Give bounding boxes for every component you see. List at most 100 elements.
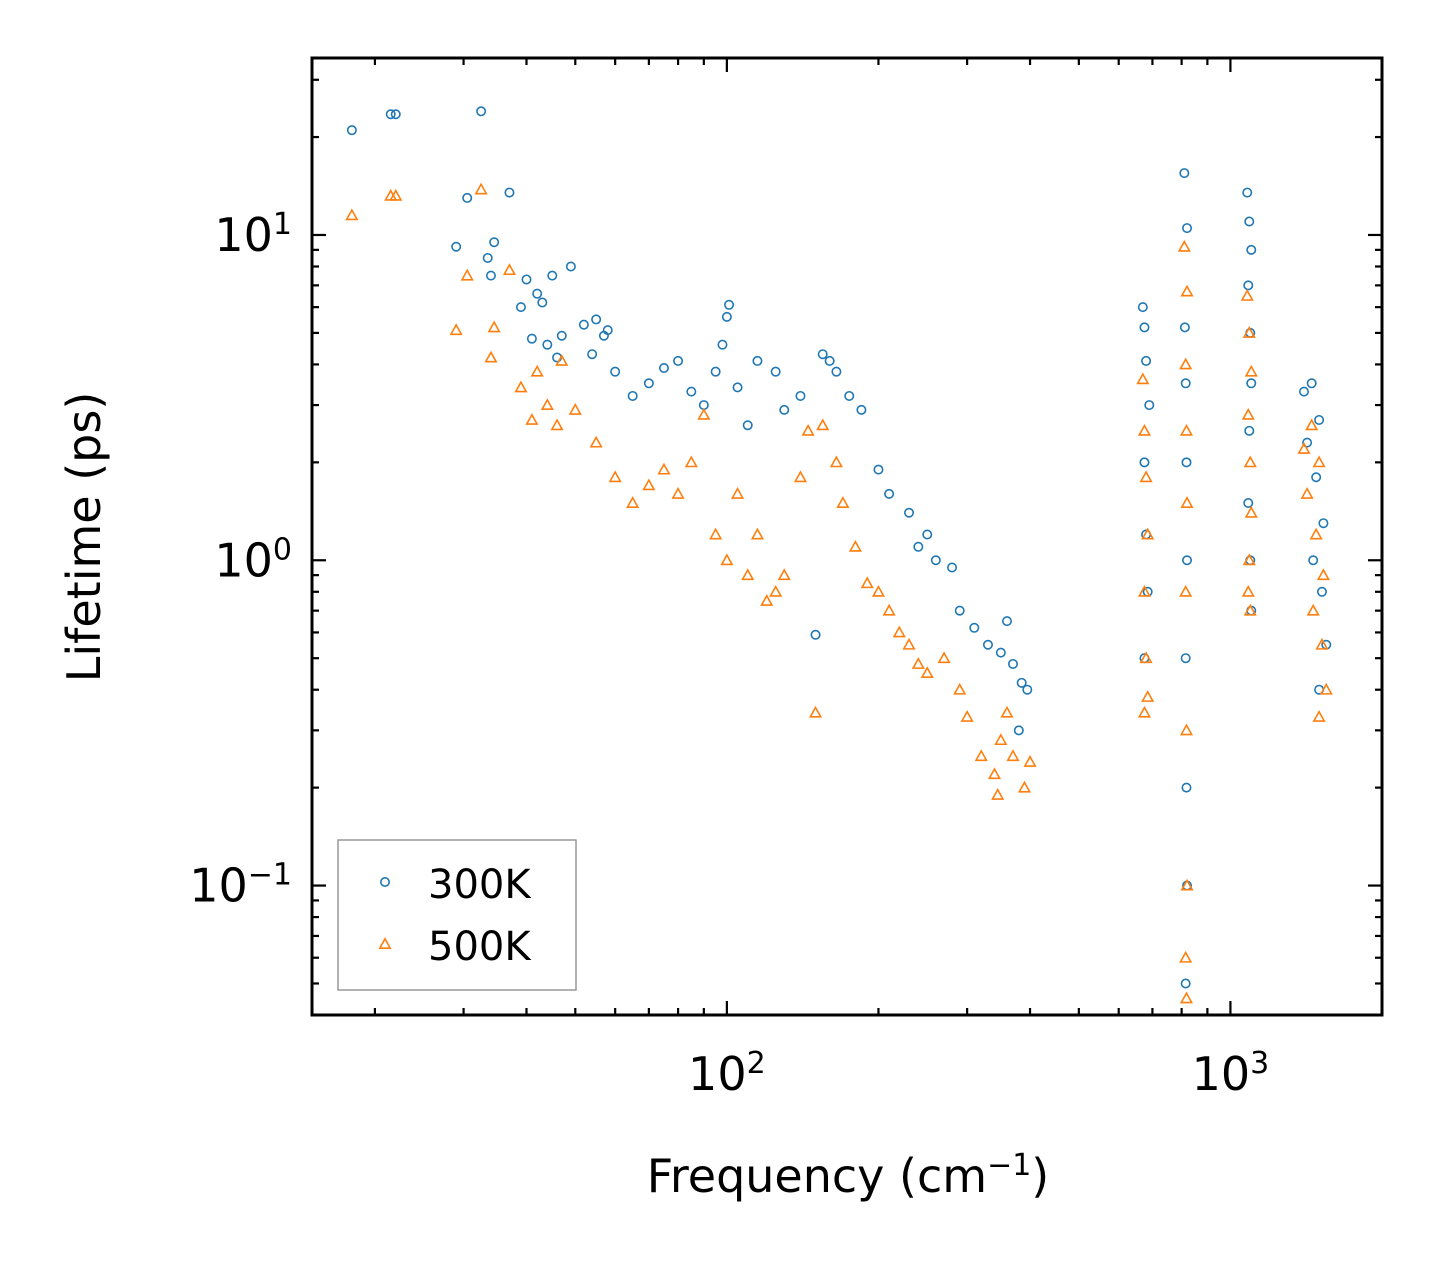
- series-300k-markers: [346, 106, 1332, 989]
- data-point-300k: [542, 339, 553, 350]
- data-point-300k: [779, 404, 790, 415]
- x-axis-label: Frequency (cm−1): [647, 1148, 1050, 1204]
- data-point-300k: [462, 192, 473, 203]
- data-point-300k: [482, 252, 493, 263]
- data-point-500k: [750, 527, 764, 540]
- data-point-300k: [930, 555, 941, 566]
- legend-marker-symbol-500k: [378, 937, 392, 949]
- data-point-500k: [860, 576, 874, 589]
- data-point-300k: [913, 541, 924, 552]
- data-point-500k: [1241, 584, 1255, 597]
- data-point-500k: [741, 568, 755, 581]
- axis-tick-labels: 102 103 10−1 100 101: [189, 206, 1269, 1101]
- data-point-300k: [1318, 518, 1329, 529]
- data-point-300k: [565, 261, 576, 272]
- data-point-300k: [1308, 555, 1319, 566]
- data-point-300k: [1180, 378, 1191, 389]
- y-tick-label: 100: [214, 532, 292, 588]
- data-point-300k: [831, 366, 842, 377]
- data-point-500k: [502, 263, 517, 276]
- data-point-300k: [752, 355, 763, 366]
- data-point-300k: [1139, 457, 1150, 468]
- data-point-300k: [346, 125, 357, 136]
- data-point-300k: [1179, 322, 1190, 333]
- data-point-300k: [385, 109, 396, 120]
- data-point-500k: [960, 710, 974, 722]
- data-point-300k: [390, 109, 401, 120]
- data-point-300k: [817, 349, 828, 360]
- data-point-500k: [720, 553, 734, 566]
- data-point-500k: [911, 657, 925, 669]
- data-point-500k: [1179, 357, 1193, 370]
- data-point-500k: [1241, 407, 1255, 420]
- data-point-500k: [1023, 755, 1037, 767]
- legend-box: [337, 839, 577, 991]
- data-point-500k: [829, 455, 843, 468]
- data-point-500k: [1141, 527, 1155, 540]
- data-point-300k: [489, 237, 500, 248]
- data-point-300k: [1139, 322, 1150, 333]
- x-tick-label: 102: [688, 1046, 766, 1102]
- data-point-300k: [770, 366, 781, 377]
- data-point-500k: [777, 568, 791, 581]
- data-point-500k: [1180, 284, 1194, 297]
- data-point-500k: [1243, 455, 1257, 468]
- legend-label-500k: 500K: [428, 924, 532, 970]
- data-point-500k: [642, 478, 656, 491]
- data-point-300k: [1302, 437, 1313, 448]
- data-point-500k: [540, 398, 554, 411]
- data-point-500k: [484, 350, 498, 363]
- data-point-500k: [871, 584, 886, 597]
- data-point-300k: [824, 355, 835, 366]
- data-point-500k: [1137, 584, 1152, 597]
- data-point-500k: [1306, 603, 1320, 616]
- data-point-300k: [982, 639, 993, 650]
- data-point-300k: [856, 404, 867, 415]
- data-point-300k: [1141, 355, 1152, 366]
- data-point-500k: [345, 208, 359, 221]
- data-point-500k: [589, 435, 603, 448]
- data-point-500k: [684, 455, 698, 468]
- data-point-500k: [530, 364, 544, 377]
- data-point-500k: [1137, 423, 1152, 436]
- data-point-500k: [892, 625, 906, 638]
- data-point-300k: [1182, 555, 1193, 566]
- data-point-300k: [1137, 302, 1148, 313]
- data-point-300k: [1013, 725, 1024, 736]
- data-point-500k: [793, 470, 808, 483]
- data-point-300k: [521, 274, 532, 285]
- data-point-300k: [884, 488, 895, 499]
- data-point-300k: [995, 647, 1006, 658]
- data-point-300k: [1299, 386, 1310, 397]
- data-point-500k: [920, 666, 934, 679]
- data-point-300k: [724, 299, 735, 310]
- y-tick-label: 10−1: [189, 857, 292, 913]
- data-point-300k: [1179, 168, 1190, 179]
- data-point-500k: [1139, 470, 1153, 483]
- data-point-300k: [547, 270, 558, 281]
- data-point-500k: [974, 749, 988, 762]
- legend: 300K 500K: [337, 839, 577, 991]
- data-point-500k: [1242, 326, 1256, 338]
- data-point-300k: [610, 366, 621, 377]
- data-point-300k: [1180, 978, 1191, 989]
- data-point-500k: [1300, 487, 1314, 499]
- data-point-300k: [537, 297, 548, 308]
- data-point-300k: [1181, 457, 1192, 468]
- data-point-500k: [730, 487, 745, 499]
- data-point-500k: [555, 354, 569, 366]
- data-point-500k: [568, 403, 582, 415]
- data-point-300k: [578, 319, 589, 330]
- data-point-500k: [1312, 710, 1326, 722]
- data-point-300k: [532, 288, 543, 299]
- data-point-500k: [902, 637, 916, 650]
- data-point-300k: [1001, 616, 1012, 627]
- data-point-300k: [1022, 684, 1033, 695]
- data-point-300k: [1181, 782, 1192, 793]
- data-point-500k: [801, 423, 815, 436]
- data-point-300k: [1007, 658, 1018, 669]
- data-point-300k: [710, 366, 721, 377]
- data-point-500k: [474, 182, 488, 195]
- data-point-300k: [591, 314, 602, 325]
